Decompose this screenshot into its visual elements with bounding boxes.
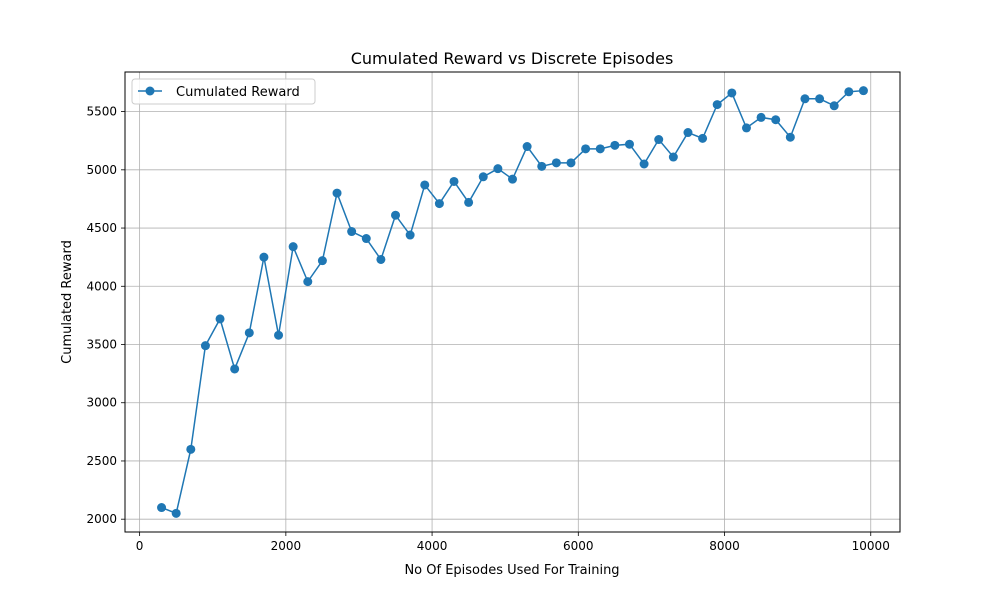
data-point [595,144,605,154]
series-group [157,86,868,518]
data-point [581,144,591,154]
data-point [610,140,620,150]
data-point [654,135,664,145]
data-point [376,254,386,264]
data-point [508,174,517,184]
y-tick-label: 5000 [86,163,117,177]
data-point [244,328,254,338]
data-point [493,164,503,174]
data-point [464,197,474,207]
data-point [551,158,561,168]
x-axis-label: No Of Episodes Used For Training [404,563,619,578]
data-point [537,161,547,171]
data-point [288,242,298,252]
legend: Cumulated Reward [131,78,316,105]
y-axis-label: Cumulated Reward [60,240,75,364]
y-tick-label: 2000 [86,512,117,526]
data-point [815,94,825,104]
data-point [478,172,488,182]
data-point [858,86,868,96]
y-tick-label: 5500 [86,105,117,119]
data-point [639,159,649,169]
data-point [171,508,181,518]
data-point [157,503,167,513]
x-ticks: 0 2000 4000 6000 8000 10000 [136,532,890,553]
legend-label: Cumulated Reward [176,85,300,100]
data-point [727,88,737,98]
x-tick-label: 2000 [271,539,302,553]
x-tick-label: 0 [136,539,144,553]
data-point [332,188,342,198]
x-tick-label: 6000 [563,539,594,553]
data-point [186,444,196,454]
x-tick-label: 10000 [852,539,890,553]
data-point [200,341,210,351]
series-line [161,89,864,515]
data-point [683,128,693,138]
data-point [522,142,532,152]
data-point [434,199,444,209]
chart-title: Cumulated Reward vs Discrete Episodes [351,49,674,68]
data-point [566,158,576,168]
y-tick-label: 4000 [86,279,117,293]
legend-marker-swatch [145,86,155,96]
data-point [698,133,708,143]
data-point [668,152,678,162]
y-tick-label: 3000 [86,396,117,410]
data-point [317,256,327,266]
data-point [259,252,269,262]
data-point [741,123,751,133]
y-tick-label: 2500 [86,454,117,468]
data-point [347,227,357,237]
data-point [712,100,722,110]
data-point [391,210,401,220]
data-point [756,112,766,122]
data-point [624,139,634,149]
y-tick-label: 4500 [86,221,117,235]
grid [125,72,900,532]
data-point [800,94,810,104]
y-ticks: 2000 2500 3000 3500 4000 4500 5000 5500 [86,105,125,526]
data-point [230,364,240,374]
x-tick-label: 4000 [417,539,448,553]
data-point [405,230,415,240]
data-point [361,234,371,244]
data-point [829,101,839,111]
legend-box [131,78,316,105]
data-point [844,87,854,97]
data-point [771,115,781,125]
plot-frame [124,71,901,533]
data-point [303,277,313,287]
y-tick-label: 3500 [86,338,117,352]
data-point [274,330,284,340]
data-point [215,314,225,324]
data-point [785,132,795,142]
data-point [449,176,459,186]
data-point [420,180,430,190]
x-tick-label: 8000 [709,539,740,553]
